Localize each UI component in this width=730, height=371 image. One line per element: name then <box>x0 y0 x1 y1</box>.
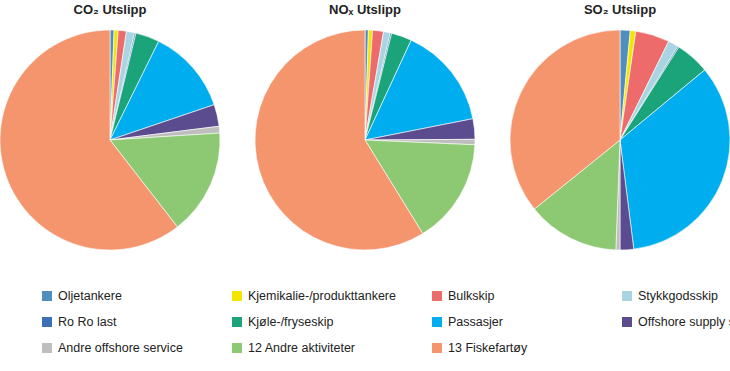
legend-item: Offshore supply skip <box>622 315 730 329</box>
legend-swatch <box>622 317 632 327</box>
legend-swatch <box>42 317 52 327</box>
legend-item: 13 Fiskefartøy <box>432 341 528 355</box>
legend-item: Oljetankere <box>42 289 122 303</box>
legend-label: 13 Fiskefartøy <box>448 341 528 355</box>
pie-group <box>510 30 730 250</box>
pie-group <box>255 30 475 250</box>
legend-label: Oljetankere <box>58 289 122 303</box>
legend-swatch <box>622 291 632 301</box>
legend-item: Ro Ro last <box>42 315 117 329</box>
pie-slice <box>620 140 634 250</box>
legend-label: 12 Andre aktiviteter <box>248 341 355 355</box>
legend-item: Kjemikalie-/produkttankere <box>232 289 396 303</box>
legend-label: Andre offshore service <box>58 341 183 355</box>
legend-label: Passasjer <box>448 315 503 329</box>
legend-label: Bulkskip <box>448 289 495 303</box>
pie-slice <box>255 30 423 250</box>
chart-canvas: CO₂ Utslipp NOₓ Utslipp SO₂ Utslipp Oljetan… <box>0 0 730 371</box>
legend-label: Kjøle-/fryseskip <box>248 315 333 329</box>
chart-title: SO₂ Utslipp <box>584 2 656 17</box>
legend-item: Andre offshore service <box>42 341 183 355</box>
pie-slice <box>620 70 730 249</box>
pie-group <box>0 30 220 250</box>
legend-item: 12 Andre aktiviteter <box>232 341 355 355</box>
pie-slice <box>365 119 475 140</box>
pie-slice <box>0 30 177 250</box>
legend-swatch <box>232 291 242 301</box>
legend-swatch <box>232 317 242 327</box>
legend-item: Stykkgodsskip <box>622 289 718 303</box>
pie-slice <box>510 30 620 209</box>
legend: Oljetankere Kjemikalie-/produkttankere Bul… <box>42 289 730 355</box>
legend-swatch <box>232 343 242 353</box>
legend-swatch <box>432 343 442 353</box>
legend-swatch <box>42 291 52 301</box>
chart-title: NOₓ Utslipp <box>329 2 401 17</box>
legend-swatch <box>432 317 442 327</box>
legend-item: Passasjer <box>432 315 503 329</box>
legend-item: Kjøle-/fryseskip <box>232 315 333 329</box>
legend-item: Bulkskip <box>432 289 495 303</box>
legend-label: Kjemikalie-/produkttankere <box>248 289 396 303</box>
chart-title: CO₂ Utslipp <box>74 2 147 17</box>
legend-swatch <box>42 343 52 353</box>
legend-label: Stykkgodsskip <box>638 289 718 303</box>
legend-label: Ro Ro last <box>58 315 117 329</box>
legend-swatch <box>432 291 442 301</box>
legend-label: Offshore supply skip <box>638 315 730 329</box>
